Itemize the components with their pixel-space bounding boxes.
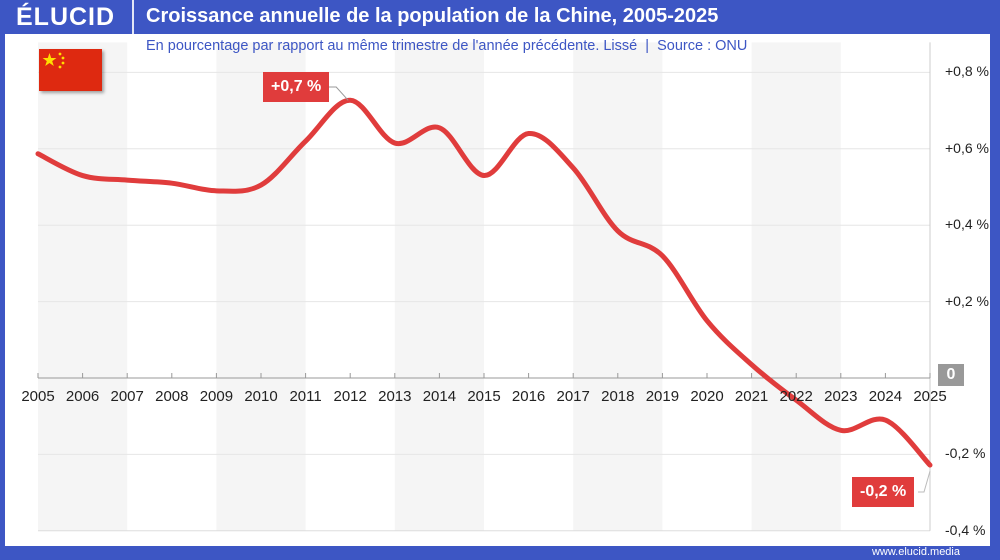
y-tick-label: +0,4 % bbox=[945, 216, 989, 233]
x-tick-label: 2014 bbox=[422, 388, 457, 405]
y-tick-label: +0,6 % bbox=[945, 139, 989, 156]
x-tick-label: 2010 bbox=[244, 388, 278, 405]
x-tick-label: 2021 bbox=[734, 388, 769, 405]
y-tick-label: +0,2 % bbox=[945, 292, 989, 309]
x-tick-label: 2017 bbox=[556, 388, 590, 405]
elucid-logo: ÉLUCID bbox=[16, 3, 116, 31]
x-tick-label: 2016 bbox=[511, 388, 546, 405]
x-tick-label: 2009 bbox=[199, 388, 234, 405]
x-tick-label: 2015 bbox=[467, 388, 501, 405]
annotation-max: +0,7 % bbox=[263, 72, 330, 102]
x-tick-label: 2006 bbox=[65, 388, 100, 405]
x-tick-label: 2013 bbox=[378, 388, 412, 405]
header-separator bbox=[132, 0, 134, 34]
y-tick-zero: 0 bbox=[938, 364, 964, 386]
x-tick-label: 2022 bbox=[779, 388, 813, 405]
chart-panel bbox=[5, 34, 990, 546]
x-tick-label: 2007 bbox=[110, 388, 144, 405]
x-tick-label: 2008 bbox=[155, 388, 189, 405]
y-tick-label: -0,4 % bbox=[945, 521, 986, 538]
chart-subtitle: En pourcentage par rapport au même trime… bbox=[146, 38, 748, 54]
x-tick-label: 2023 bbox=[824, 388, 858, 405]
x-tick-label: 2012 bbox=[333, 388, 367, 405]
x-tick-label: 2018 bbox=[601, 388, 635, 405]
footer-url[interactable]: www.elucid.media bbox=[871, 546, 960, 558]
annotation-last: -0,2 % bbox=[852, 477, 915, 507]
x-tick-label: 2005 bbox=[21, 388, 55, 405]
x-tick-label: 2020 bbox=[690, 388, 724, 405]
china-flag-icon bbox=[39, 49, 102, 91]
x-tick-label: 2024 bbox=[868, 388, 903, 405]
x-tick-label: 2019 bbox=[645, 388, 680, 405]
x-tick-label: 2011 bbox=[289, 388, 322, 405]
y-tick-label: -0,2 % bbox=[945, 445, 986, 462]
chart-title: Croissance annuelle de la population de … bbox=[146, 5, 719, 27]
header-bar: ÉLUCID Croissance annuelle de la populat… bbox=[0, 0, 1000, 34]
y-tick-label: +0,8 % bbox=[945, 63, 989, 80]
x-tick-label: 2025 bbox=[913, 388, 947, 405]
